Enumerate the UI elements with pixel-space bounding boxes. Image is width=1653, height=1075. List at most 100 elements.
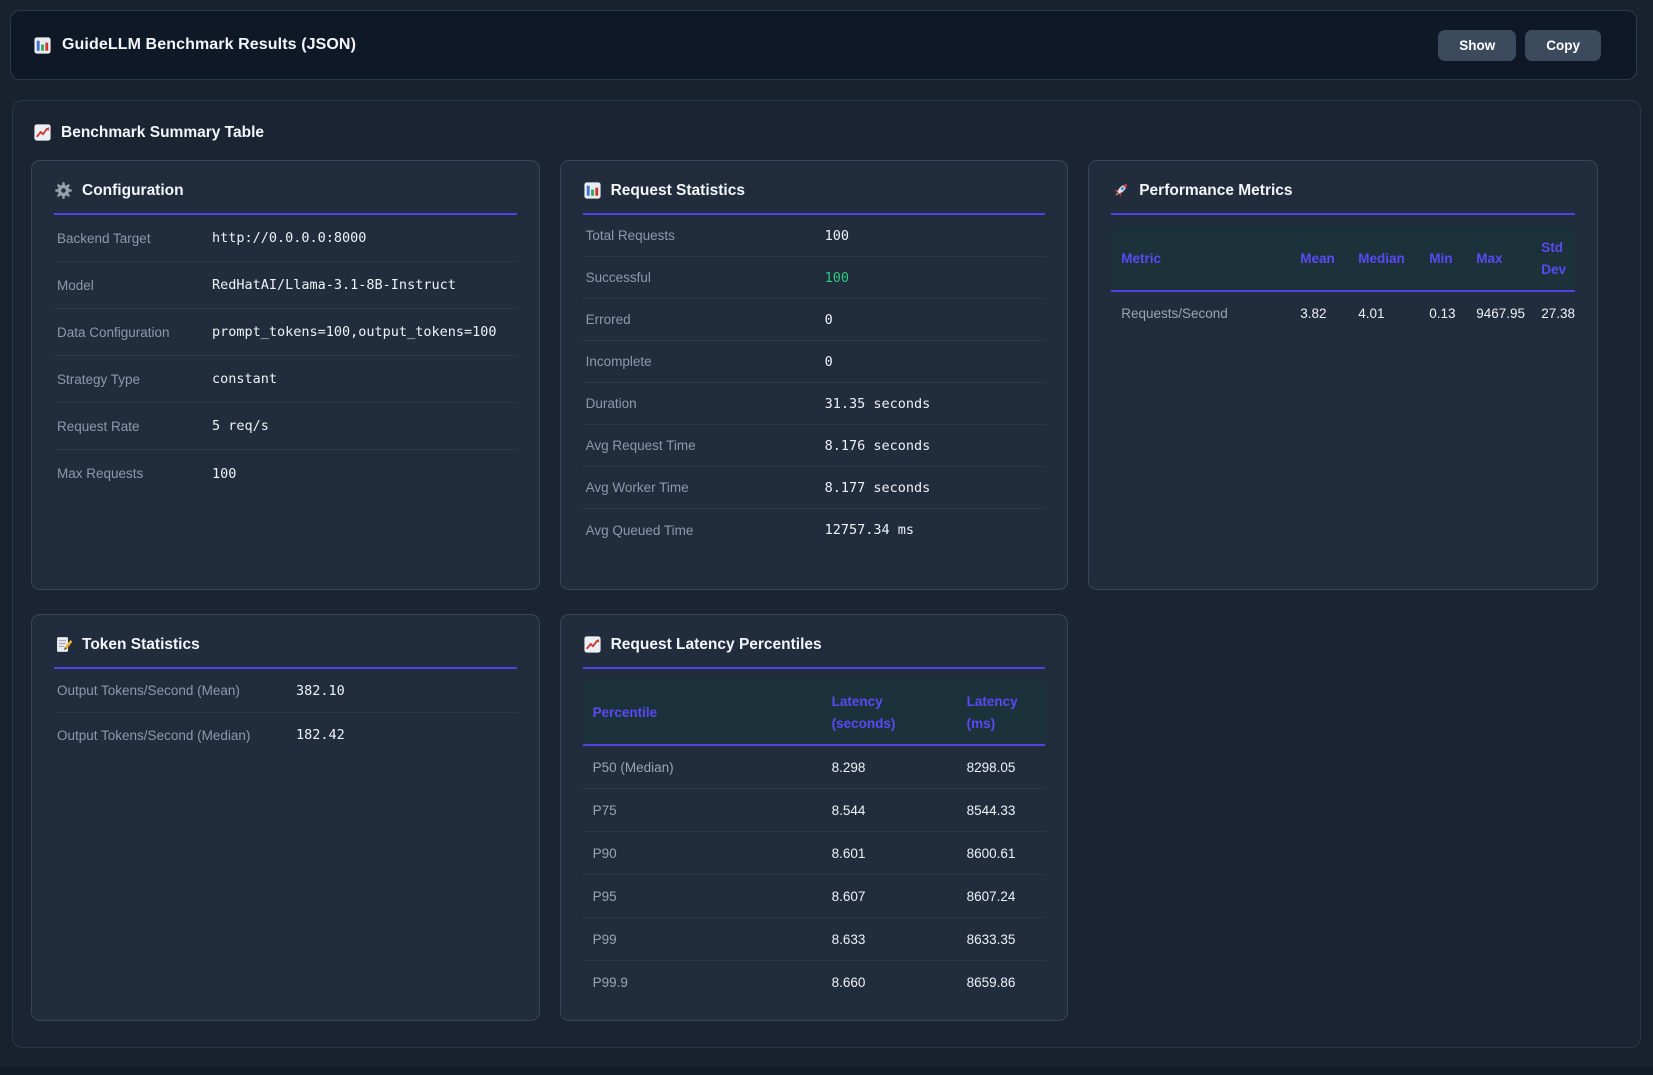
latency-seconds: 8.660	[831, 975, 866, 990]
config-row: Request Rate 5 req/s	[54, 403, 517, 450]
latency-table-header: Percentile Latency (seconds) Latency (ms…	[582, 681, 1046, 746]
stat-label: Avg Queued Time	[585, 522, 694, 538]
stat-label: Avg Worker Time	[585, 480, 689, 495]
config-label: Strategy Type	[57, 371, 141, 387]
latency-ms: 8633.35	[966, 931, 1016, 947]
table-row: P50 (Median) 8.298 8298.05	[582, 746, 1046, 789]
table-row: P95 8.607 8607.24	[582, 875, 1046, 918]
bar-chart-icon	[33, 36, 52, 55]
percentile-name: P90	[592, 845, 617, 861]
config-label: Request Rate	[57, 418, 140, 434]
column-header: Latency (seconds)	[831, 693, 896, 731]
config-row: Max Requests 100	[54, 450, 517, 497]
gear-icon	[54, 181, 73, 200]
latency-percentiles-card: Request Latency Percentiles Percentile L…	[559, 614, 1069, 1021]
config-value: constant	[212, 371, 278, 387]
latency-seconds: 8.601	[831, 845, 866, 861]
config-value: prompt_tokens=100,output_tokens=100	[212, 324, 497, 340]
config-value: 100	[212, 465, 237, 482]
latency-ms: 8298.05	[966, 759, 1016, 775]
stat-value: 8.176 seconds	[824, 437, 931, 454]
memo-icon	[54, 635, 73, 654]
column-header: Latency (ms)	[966, 693, 1018, 731]
performance-metrics-table: Metric Mean Median Min Max Std Dev Reque…	[1111, 227, 1575, 335]
table-row: Requests/Second 3.82 4.01 0.13 9467.95 2…	[1111, 292, 1575, 335]
stat-label: Errored	[585, 312, 631, 327]
percentile-name: P95	[592, 888, 617, 904]
token-label: Output Tokens/Second (Median)	[57, 727, 251, 743]
stat-row: Total Requests 100	[582, 215, 1046, 257]
show-button[interactable]: Show	[1438, 29, 1517, 61]
stat-value: 8.177 seconds	[824, 479, 931, 496]
table-row: P99 8.633 8633.35	[582, 918, 1046, 961]
column-header: Min	[1429, 250, 1453, 266]
table-row: P75 8.544 8544.33	[582, 789, 1046, 832]
config-row: Strategy Type constant	[54, 356, 517, 403]
column-header: Max	[1476, 250, 1503, 266]
rocket-icon	[1111, 181, 1131, 200]
top-header-bar: GuideLLM Benchmark Results (JSON) Show C…	[10, 10, 1637, 80]
config-label: Backend Target	[57, 230, 151, 246]
config-row: Data Configuration prompt_tokens=100,out…	[54, 309, 517, 356]
percentile-name: P99	[592, 931, 617, 947]
configuration-card-title: Configuration	[54, 181, 517, 215]
latency-ms: 8544.33	[966, 802, 1016, 818]
stat-row: Avg Queued Time 12757.34 ms	[583, 509, 1046, 551]
token-value: 182.42	[296, 727, 345, 743]
stat-value: 0	[824, 353, 833, 370]
percentile-name: P50 (Median)	[592, 759, 674, 775]
copy-button[interactable]: Copy	[1525, 29, 1601, 61]
stat-value-success: 100	[824, 269, 849, 286]
stat-row: Avg Request Time 8.176 seconds	[582, 425, 1046, 467]
config-label: Model	[57, 277, 94, 293]
token-statistics-card-title: Token Statistics	[54, 635, 517, 669]
configuration-card: Configuration Backend Target http://0.0.…	[31, 160, 540, 590]
percentile-name: P75	[592, 802, 617, 818]
section-heading: Benchmark Summary Table	[33, 123, 1598, 142]
stat-row: Duration 31.35 seconds	[582, 383, 1046, 425]
latency-percentiles-card-title: Request Latency Percentiles	[582, 635, 1046, 669]
config-value: RedHatAI/Llama-3.1-8B-Instruct	[212, 277, 456, 293]
config-row: Model RedHatAI/Llama-3.1-8B-Instruct	[54, 262, 517, 309]
config-value: 5 req/s	[212, 418, 269, 434]
performance-table-header: Metric Mean Median Min Max Std Dev	[1111, 227, 1575, 292]
latency-seconds: 8.607	[831, 888, 866, 904]
metric-name: Requests/Second	[1121, 306, 1228, 321]
latency-ms: 8659.86	[966, 975, 1016, 990]
column-header: Mean	[1300, 250, 1335, 266]
stat-row: Incomplete 0	[582, 341, 1046, 383]
metric-median: 4.01	[1358, 306, 1385, 321]
stat-row: Successful 100	[582, 257, 1046, 299]
benchmark-summary-section: Benchmark Summary Table Configuration Ba…	[12, 100, 1641, 1048]
chart-increasing-icon	[33, 123, 52, 142]
stat-row: Errored 0	[582, 299, 1046, 341]
metric-mean: 3.82	[1300, 306, 1327, 321]
stat-value: 100	[824, 227, 849, 244]
page-title: GuideLLM Benchmark Results (JSON)	[62, 36, 357, 53]
bar-chart-icon	[583, 181, 602, 200]
bottom-section-edge	[0, 1067, 1653, 1075]
config-value: http://0.0.0.0:8000	[212, 230, 367, 246]
latency-ms: 8600.61	[966, 845, 1016, 861]
stat-label: Successful	[585, 270, 651, 285]
token-statistics-card: Token Statistics Output Tokens/Second (M…	[31, 614, 540, 1021]
latency-seconds: 8.544	[831, 802, 866, 818]
token-row: Output Tokens/Second (Mean) 382.10	[54, 669, 517, 713]
chart-increasing-icon	[583, 635, 602, 654]
stat-label: Incomplete	[585, 354, 652, 369]
column-header: Percentile	[592, 704, 658, 720]
section-title: Benchmark Summary Table	[61, 123, 265, 141]
config-label: Max Requests	[57, 466, 144, 481]
metric-min: 0.13	[1429, 306, 1456, 321]
config-row: Backend Target http://0.0.0.0:8000	[54, 215, 517, 262]
performance-metrics-card: Performance Metrics Metric Mean Median M…	[1088, 160, 1598, 590]
empty-grid-cell	[1088, 614, 1598, 1021]
latency-seconds: 8.298	[831, 759, 866, 775]
column-header: Median	[1358, 250, 1405, 266]
latency-seconds: 8.633	[831, 931, 866, 947]
header-actions: Show Copy	[1438, 29, 1601, 61]
stat-label: Duration	[585, 396, 637, 411]
table-row: P99.9 8.660 8659.86	[583, 961, 1046, 1004]
metric-max: 9467.95	[1476, 306, 1526, 321]
request-statistics-card: Request Statistics Total Requests 100 Su…	[559, 160, 1069, 590]
